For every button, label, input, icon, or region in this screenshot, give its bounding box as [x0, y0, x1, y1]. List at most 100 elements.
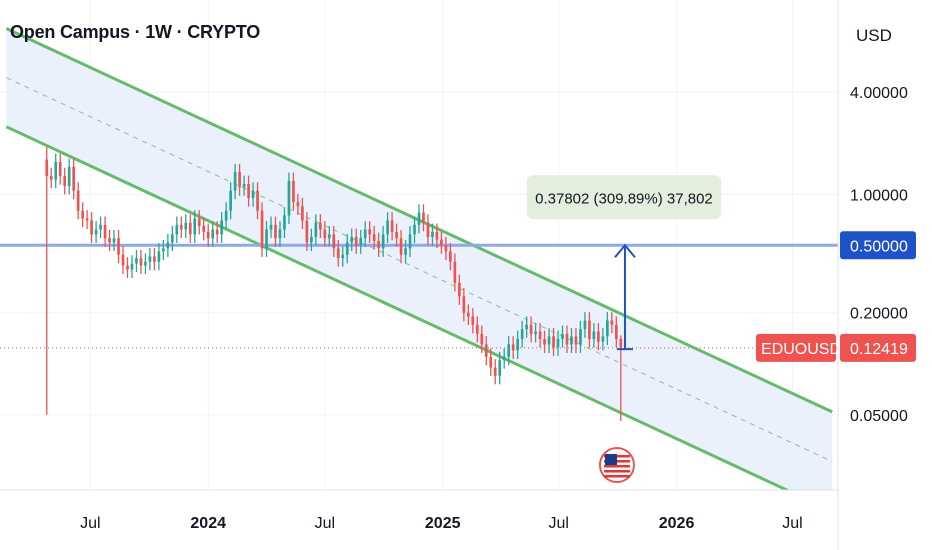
candle[interactable]	[431, 223, 434, 246]
candle[interactable]	[332, 226, 336, 257]
candle[interactable]	[139, 249, 143, 275]
candle[interactable]	[117, 229, 120, 264]
candle[interactable]	[493, 359, 497, 385]
candle[interactable]	[175, 216, 179, 243]
candle[interactable]	[570, 328, 573, 354]
candle[interactable]	[386, 212, 389, 243]
candle[interactable]	[440, 231, 443, 254]
candle[interactable]	[413, 216, 416, 243]
candle[interactable]	[54, 153, 58, 189]
candle[interactable]	[157, 243, 161, 271]
candle[interactable]	[278, 221, 282, 247]
candle[interactable]	[614, 316, 618, 348]
candle[interactable]	[390, 212, 394, 241]
candle[interactable]	[336, 239, 340, 267]
candle[interactable]	[345, 234, 349, 264]
candle[interactable]	[251, 182, 255, 207]
candle[interactable]	[462, 287, 466, 322]
candle[interactable]	[502, 348, 506, 369]
candle[interactable]	[547, 328, 551, 354]
candle[interactable]	[166, 234, 170, 257]
candle[interactable]	[323, 221, 327, 247]
candle[interactable]	[242, 175, 246, 196]
candle[interactable]	[444, 236, 448, 261]
candle[interactable]	[556, 330, 560, 356]
candle[interactable]	[372, 226, 376, 250]
candle[interactable]	[341, 246, 345, 267]
candle[interactable]	[471, 308, 475, 334]
currency-label[interactable]: USD	[856, 26, 892, 45]
candle[interactable]	[144, 253, 147, 275]
candle[interactable]	[72, 158, 76, 200]
candle[interactable]	[292, 172, 295, 211]
candle[interactable]	[224, 202, 228, 230]
candle[interactable]	[458, 274, 461, 305]
candle[interactable]	[579, 320, 582, 354]
candle[interactable]	[354, 228, 358, 254]
candle[interactable]	[588, 312, 591, 348]
candle[interactable]	[179, 216, 183, 239]
candle[interactable]	[453, 253, 457, 292]
candle[interactable]	[543, 330, 546, 354]
candle[interactable]	[435, 223, 439, 249]
candle[interactable]	[287, 172, 291, 225]
candle[interactable]	[359, 229, 363, 254]
candle[interactable]	[404, 239, 407, 264]
candle[interactable]	[305, 212, 309, 251]
candle[interactable]	[148, 248, 152, 271]
candle[interactable]	[238, 163, 241, 196]
candle[interactable]	[475, 316, 479, 343]
channel-lower-line[interactable]	[5, 125, 832, 511]
candle[interactable]	[368, 221, 372, 243]
candle[interactable]	[516, 330, 520, 359]
candle[interactable]	[301, 197, 304, 230]
candle[interactable]	[170, 226, 174, 251]
candle[interactable]	[484, 336, 488, 366]
candle[interactable]	[135, 249, 138, 273]
candle[interactable]	[130, 255, 134, 279]
candle[interactable]	[90, 212, 93, 243]
candle[interactable]	[121, 246, 125, 275]
candle[interactable]	[99, 216, 102, 239]
candle[interactable]	[565, 325, 569, 354]
candle[interactable]	[538, 323, 542, 348]
candle[interactable]	[162, 239, 165, 261]
us-flag-icon[interactable]	[598, 447, 635, 483]
candle[interactable]	[314, 214, 318, 246]
candle[interactable]	[67, 158, 71, 195]
candle[interactable]	[247, 175, 250, 207]
candle[interactable]	[274, 216, 277, 247]
candle[interactable]	[363, 221, 367, 247]
candle[interactable]	[417, 204, 421, 234]
candle[interactable]	[399, 229, 403, 264]
candle[interactable]	[449, 243, 452, 271]
candle[interactable]	[426, 214, 430, 246]
candle[interactable]	[574, 328, 578, 354]
candle[interactable]	[229, 182, 232, 220]
candle[interactable]	[466, 304, 470, 326]
candle[interactable]	[220, 212, 224, 243]
time-axis[interactable]: Jul 2024 Jul 2025 Jul 2026 Jul	[80, 515, 803, 532]
candle[interactable]	[76, 182, 80, 220]
candle[interactable]	[318, 214, 322, 239]
candle[interactable]	[269, 216, 273, 239]
candle[interactable]	[265, 221, 268, 257]
candle[interactable]	[350, 228, 354, 251]
candle[interactable]	[45, 147, 49, 415]
candle[interactable]	[188, 214, 192, 243]
candle[interactable]	[193, 210, 197, 243]
candle[interactable]	[377, 232, 380, 257]
candle[interactable]	[327, 226, 331, 247]
candle[interactable]	[202, 217, 206, 241]
candle[interactable]	[511, 336, 515, 359]
candle[interactable]	[85, 210, 89, 230]
candle[interactable]	[525, 316, 528, 338]
candle[interactable]	[233, 163, 237, 200]
candle[interactable]	[310, 228, 313, 251]
candle[interactable]	[63, 167, 67, 195]
candle[interactable]	[529, 316, 533, 343]
price-range-measure[interactable]	[614, 243, 636, 351]
candle[interactable]	[260, 202, 264, 257]
candle[interactable]	[81, 202, 84, 228]
